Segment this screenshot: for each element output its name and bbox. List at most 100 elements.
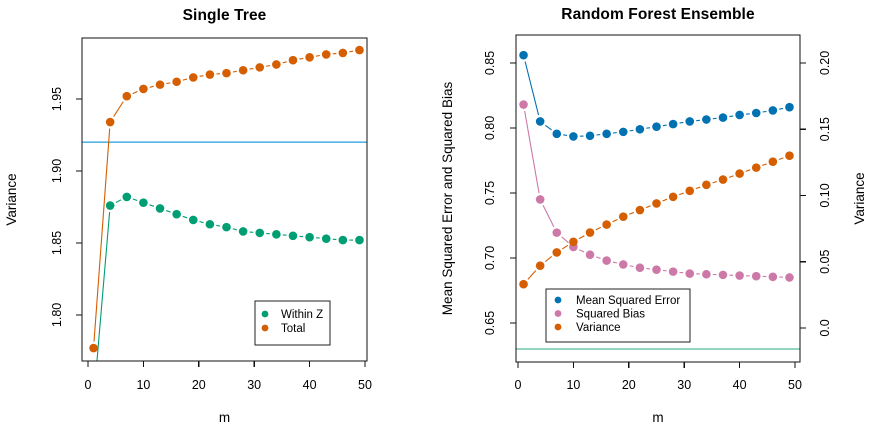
series-segment <box>542 205 555 228</box>
data-point <box>751 271 761 281</box>
data-point <box>585 131 595 141</box>
series-segment <box>662 124 667 127</box>
data-point <box>785 151 794 161</box>
series-segment <box>629 129 634 132</box>
data-point <box>139 84 148 94</box>
data-point <box>618 212 628 221</box>
series-segment <box>561 244 569 250</box>
series-segment <box>182 78 188 81</box>
series-segment <box>113 101 124 117</box>
data-point <box>155 80 165 89</box>
data-point <box>751 108 761 118</box>
x-axis-label: m <box>652 410 663 425</box>
series-segment <box>232 228 237 231</box>
data-point <box>751 163 761 172</box>
data-point <box>105 117 115 127</box>
series-segment <box>527 270 537 280</box>
series-segment <box>595 256 601 259</box>
series-segment <box>232 70 237 73</box>
legend-swatch <box>554 323 562 331</box>
plot-box <box>81 37 368 362</box>
series-segment <box>778 157 784 160</box>
data-point <box>535 117 545 126</box>
x-tick-label: 0 <box>85 378 92 392</box>
data-point <box>122 192 132 202</box>
data-point <box>785 102 794 112</box>
series-segment <box>132 91 138 95</box>
data-point <box>685 117 695 126</box>
data-point <box>519 100 528 109</box>
x-tick-label: 10 <box>136 378 150 392</box>
data-point <box>355 45 364 55</box>
data-point <box>735 169 744 178</box>
series-segment <box>545 124 552 131</box>
data-point <box>552 248 562 257</box>
data-point <box>552 129 562 139</box>
legend-label: Variance <box>576 322 621 334</box>
random-forest-plot: 0 10 20 30 40 50 0.65 0.70 0.75 0.80 0.85 0.0 0.05 0.… <box>440 34 867 425</box>
series-segment <box>779 107 784 110</box>
data-point <box>205 219 215 229</box>
series-segment <box>762 163 767 166</box>
series-segment <box>182 215 188 219</box>
data-point <box>685 186 695 196</box>
data-point <box>238 227 248 236</box>
series-segment <box>349 50 354 53</box>
series-segment <box>115 199 122 204</box>
data-point <box>519 50 528 60</box>
data-point <box>768 106 778 115</box>
legend-label: Total <box>281 323 305 335</box>
y-tick-label: 0.80 <box>483 116 497 140</box>
series-segment <box>729 115 734 118</box>
series-segment <box>149 204 155 207</box>
data-point <box>569 237 578 247</box>
legend-swatch <box>554 296 562 304</box>
y-tick-label: 0.75 <box>483 181 497 205</box>
series-segment <box>166 82 171 85</box>
data-point <box>735 271 744 280</box>
data-point <box>602 220 611 229</box>
data-point <box>668 267 678 276</box>
data-point <box>635 205 645 215</box>
series-segment <box>132 198 138 202</box>
data-point <box>172 77 181 87</box>
data-point <box>569 132 578 141</box>
series-segment <box>199 75 204 77</box>
series-segment <box>578 235 585 240</box>
series-segment <box>629 211 635 215</box>
data-point <box>718 175 728 184</box>
data-point <box>222 68 231 78</box>
data-point <box>355 235 364 245</box>
legend-label: Within Z <box>281 309 323 321</box>
legend-swatch <box>554 310 562 317</box>
data-point <box>305 232 314 242</box>
right-y-tick-label: 0.05 <box>818 249 832 273</box>
data-point <box>238 65 248 75</box>
data-point <box>652 122 661 131</box>
data-point <box>652 199 661 208</box>
data-point <box>685 269 695 278</box>
data-point <box>288 231 298 241</box>
data-point <box>89 397 98 406</box>
x-tick-label: 50 <box>358 378 372 392</box>
series-segment <box>544 256 553 263</box>
series-segment <box>629 265 634 268</box>
legend-box <box>545 288 691 343</box>
y-tick-label: 1.95 <box>50 87 64 111</box>
series-segment <box>561 236 569 244</box>
data-point <box>702 180 711 190</box>
x-tick-label: 30 <box>247 378 261 392</box>
data-point <box>785 273 794 282</box>
series-segment <box>266 65 271 67</box>
data-point <box>585 228 595 237</box>
x-tick-label: 10 <box>566 378 580 392</box>
series-segment <box>315 54 320 57</box>
series-segment <box>524 110 540 194</box>
right-y-tick-label: 0.10 <box>818 183 832 207</box>
data-point <box>652 265 661 274</box>
x-tick-label: 50 <box>788 378 802 392</box>
legend-label: Mean Squared Error <box>576 295 680 307</box>
series-segment <box>96 211 111 361</box>
series-segment <box>563 134 568 136</box>
series-segment <box>612 218 618 223</box>
